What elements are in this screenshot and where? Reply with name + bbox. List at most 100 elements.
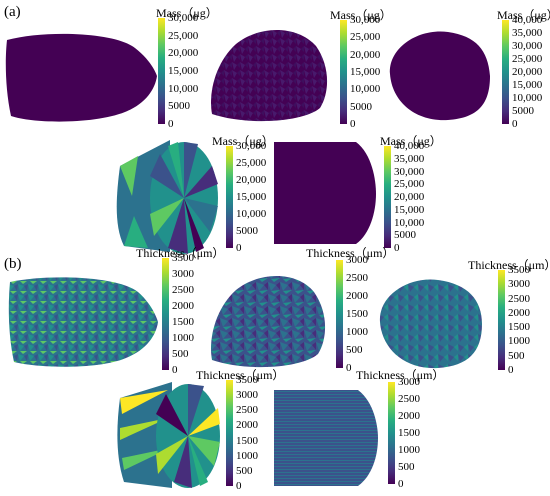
- colorbar-tick-label: 0: [512, 118, 518, 130]
- colorbar-tick-label: 500: [346, 344, 363, 356]
- colorbar-tick-label: 25,000: [350, 31, 381, 44]
- colorbar-tick-label: 2000: [346, 290, 368, 302]
- mass-shape-half-ellipse: [5, 28, 159, 124]
- colorbar-tick-label: 500: [236, 464, 253, 477]
- colorbar-tick-label: 3000: [398, 376, 420, 388]
- colorbar-tick-label: 15,000: [236, 191, 267, 203]
- colorbar-tick-label: 2000: [172, 300, 194, 312]
- colorbar-tick-label: 15,000: [168, 65, 199, 77]
- colorbar-tick-label: 5000: [168, 100, 190, 113]
- colorbar-tick-label: 10,000: [512, 92, 543, 104]
- colorbar-tick-label: 0: [350, 118, 356, 130]
- colorbar-tick-label: 35,000: [512, 27, 543, 39]
- colorbar-tick-label: 0: [508, 364, 514, 376]
- colorbar-tick-label: 2500: [172, 284, 194, 296]
- colorbar-tick-label: 3500: [508, 264, 530, 276]
- colorbar-tick-label: 3500: [236, 374, 258, 386]
- thickness-shape-half-ellipse: [8, 274, 160, 370]
- colorbar-tick-label: 5000: [236, 225, 258, 237]
- colorbar-gradient: [502, 20, 509, 124]
- colorbar-tick-label: 3000: [236, 389, 258, 402]
- colorbar-tick-label: 2500: [236, 404, 258, 417]
- colorbar-gradient: [226, 380, 233, 486]
- colorbar-tick-label: 25,000: [512, 53, 543, 65]
- colorbar-tick-label: 10,000: [168, 82, 199, 95]
- colorbar-title: Mass（μg）: [212, 134, 274, 148]
- colorbar-title: Mass（μg）: [156, 6, 218, 20]
- colorbar-tick-label: 30,000: [168, 12, 199, 24]
- colorbar-tick-label: 40,000: [512, 14, 543, 26]
- colorbar-tick-label: 0: [398, 478, 404, 490]
- colorbar-gradient: [498, 270, 505, 370]
- colorbar-tick-label: 2000: [236, 419, 258, 432]
- colorbar-tick-label: 20,000: [168, 47, 199, 60]
- panel-label-a: (a): [4, 4, 21, 20]
- colorbar-tick-label: 25,000: [236, 157, 267, 169]
- colorbar-tick-label: 25,000: [394, 178, 425, 191]
- colorbar-tick-label: 1000: [508, 335, 530, 348]
- colorbar-tick-label: 1500: [172, 316, 194, 328]
- colorbar-tick-label: 15,000: [394, 203, 425, 216]
- panel-label-b: (b): [4, 256, 22, 272]
- colorbar-tick-label: 3000: [172, 268, 194, 280]
- colorbar-tick-label: 20,000: [350, 48, 381, 61]
- colorbar-tick-label: 1500: [346, 308, 368, 320]
- colorbar-gradient: [388, 382, 395, 484]
- colorbar-tick-label: 20,000: [236, 174, 267, 186]
- mass-shape-egg: [388, 26, 492, 124]
- colorbar-tick-label: 3000: [346, 254, 368, 266]
- thickness-shape-rectangle: [272, 388, 380, 488]
- colorbar-tick-label: 40,000: [394, 140, 425, 152]
- colorbar-title: Mass（μg）: [497, 8, 550, 22]
- colorbar-tick-label: 3000: [508, 278, 530, 291]
- colorbar-tick-label: 15,000: [512, 79, 543, 91]
- thickness-shape-egg: [378, 274, 484, 372]
- thickness-shape-cylinder-sectioned: [112, 378, 224, 490]
- colorbar-tick-label: 2000: [508, 306, 530, 319]
- colorbar-tick-label: 1500: [236, 434, 258, 447]
- colorbar-tick-label: 5000: [512, 105, 534, 117]
- colorbar-tick-label: 10,000: [350, 83, 381, 96]
- colorbar-tick-label: 0: [168, 118, 174, 130]
- colorbar-tick-label: 1000: [346, 326, 368, 338]
- colorbar-tick-label: 1000: [236, 449, 258, 462]
- colorbar-title: Thickness（μm）: [468, 258, 550, 272]
- colorbar-title: Thickness（μm）: [196, 368, 285, 382]
- colorbar-tick-label: 500: [508, 349, 525, 362]
- colorbar-tick-label: 500: [172, 348, 189, 360]
- colorbar-tick-label: 30,000: [394, 165, 425, 178]
- colorbar-tick-label: 2500: [346, 272, 368, 284]
- colorbar-tick-label: 20,000: [394, 191, 425, 203]
- colorbar-tick-label: 1000: [398, 444, 420, 456]
- mass-shape-dome: [208, 22, 330, 126]
- colorbar-tick-label: 1500: [508, 321, 530, 334]
- mass-shape-cylinder-sectioned: [108, 136, 222, 254]
- colorbar-tick-label: 5000: [350, 100, 372, 113]
- colorbar-tick-label: 2500: [508, 292, 530, 305]
- colorbar-gradient: [336, 260, 343, 368]
- colorbar-title: Thickness（μm）: [356, 368, 445, 382]
- colorbar-title: Mass（μg）: [380, 134, 442, 148]
- colorbar-gradient: [384, 146, 391, 248]
- colorbar-tick-label: 1000: [172, 332, 194, 344]
- mass-shape-rectangle: [272, 140, 378, 246]
- colorbar-gradient: [226, 146, 233, 248]
- colorbar-gradient: [162, 258, 169, 370]
- colorbar-tick-label: 10,000: [394, 216, 425, 229]
- colorbar-tick-label: 2000: [398, 410, 420, 422]
- colorbar-tick-label: 0: [236, 480, 242, 492]
- colorbar-title: Thickness（μm）: [136, 246, 225, 260]
- colorbar-tick-label: 10,000: [236, 208, 267, 220]
- thickness-shape-dome: [208, 270, 328, 372]
- colorbar-tick-label: 0: [236, 242, 242, 254]
- colorbar-tick-label: 5000: [394, 229, 416, 242]
- colorbar-title: Mass（μg）: [330, 8, 392, 22]
- colorbar-tick-label: 1500: [398, 427, 420, 439]
- colorbar-tick-label: 0: [172, 364, 178, 376]
- colorbar-gradient: [340, 20, 347, 124]
- colorbar-tick-label: 30,000: [512, 40, 543, 52]
- colorbar-tick-label: 500: [398, 461, 415, 473]
- colorbar-tick-label: 3500: [172, 252, 194, 264]
- colorbar-tick-label: 0: [394, 242, 400, 254]
- colorbar-tick-label: 15,000: [350, 66, 381, 78]
